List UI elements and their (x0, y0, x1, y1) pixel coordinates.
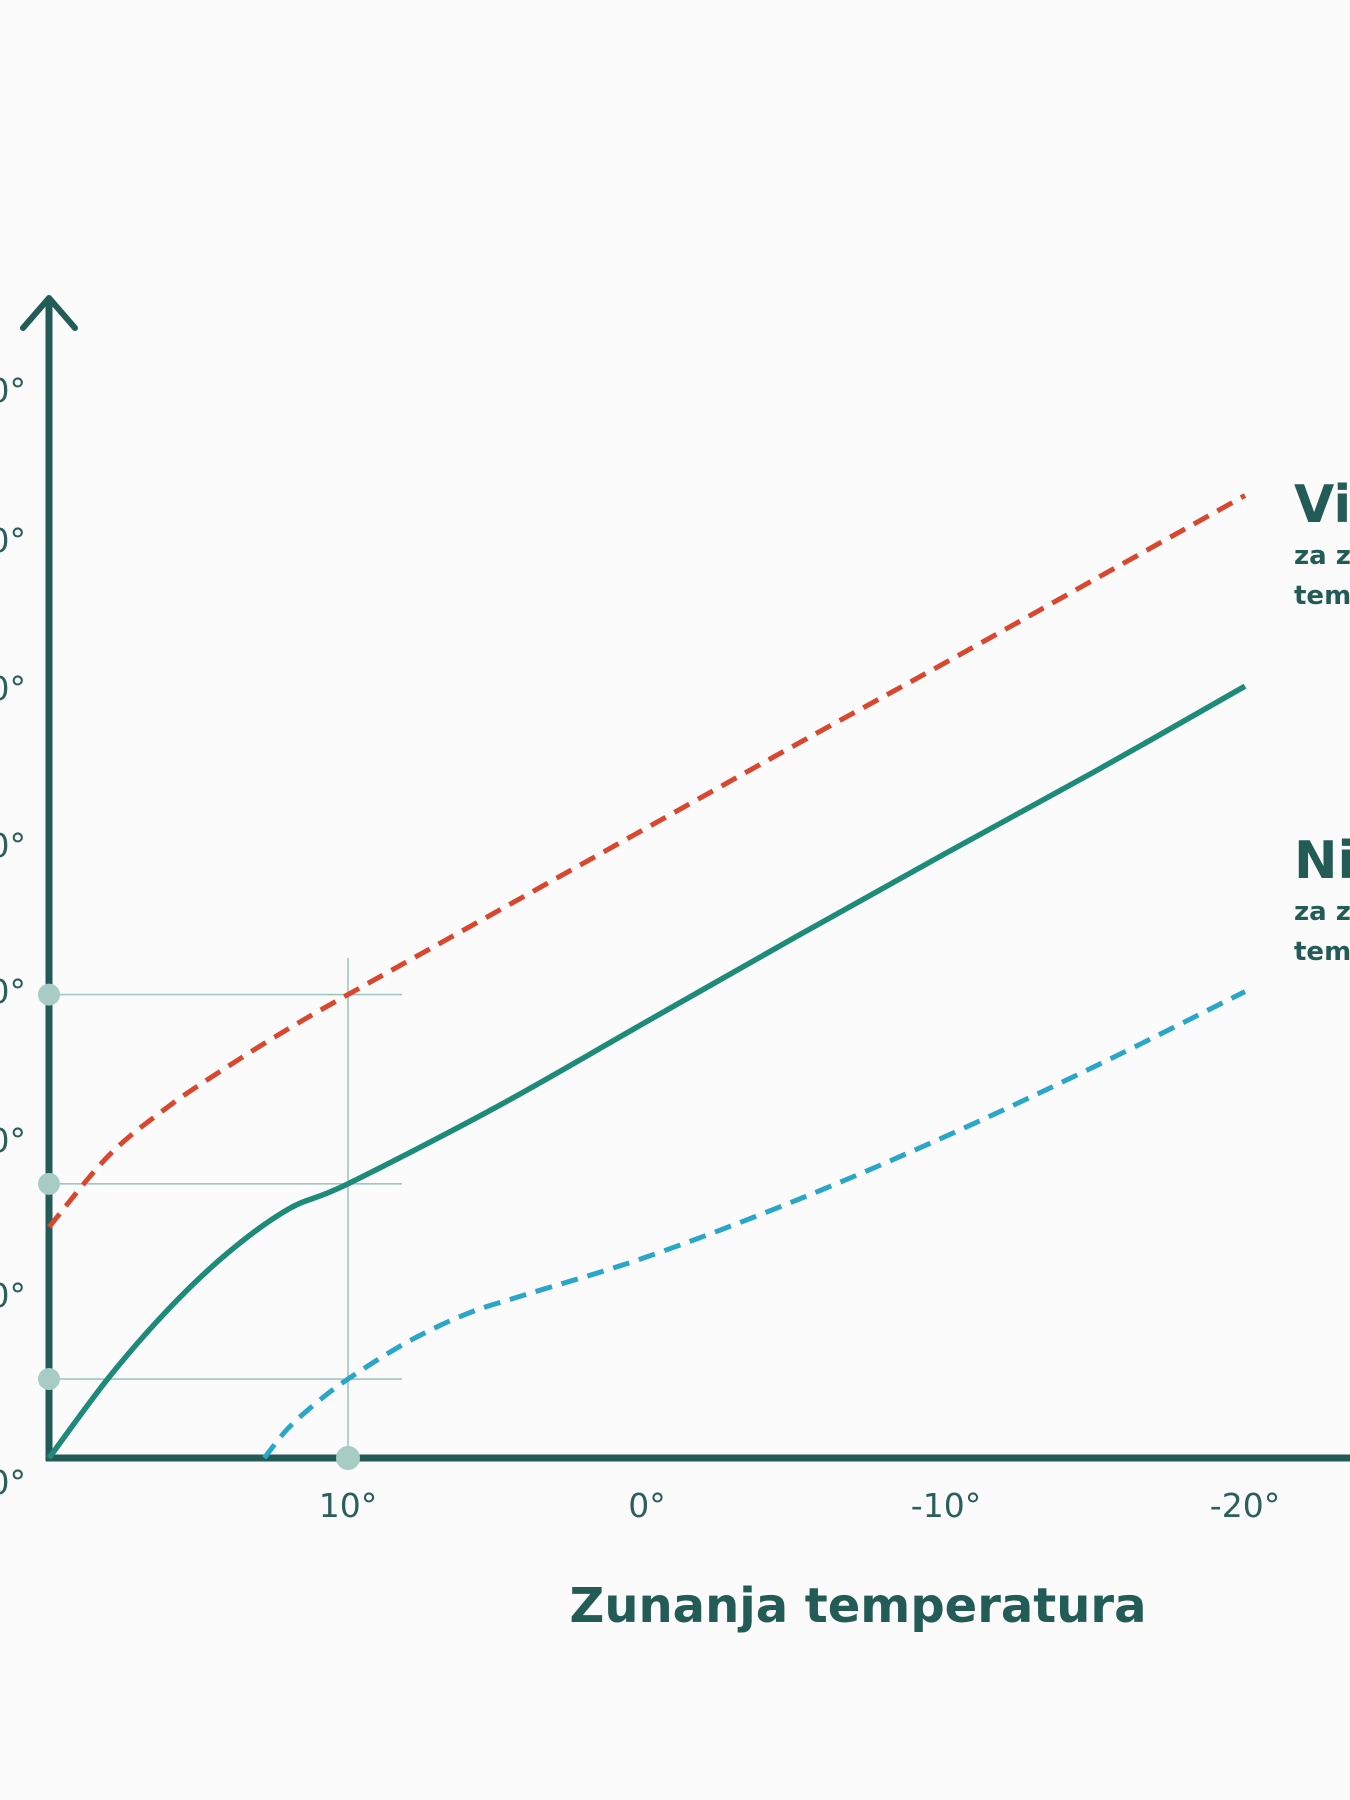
y-tick-label: 0° (0, 1463, 26, 1502)
series-line-2 (46, 683, 1247, 1460)
y-tick-label: 0° (0, 1121, 26, 1160)
y-marker-2 (38, 1172, 60, 1195)
legend-subtitle: tem (1294, 937, 1350, 967)
x-tick-label: -10° (911, 1486, 981, 1525)
legend-title: Ni (1294, 831, 1350, 891)
x-tick-label: 10° (319, 1486, 378, 1525)
series-line-1 (47, 493, 1247, 1229)
x-axis-label: Zunanja temperatura (570, 1578, 1147, 1634)
legend-subtitle: za z (1294, 541, 1350, 571)
y-axis-arrow-icon (20, 295, 78, 331)
guide-markers (38, 983, 360, 1470)
y-tick-label: 0° (0, 972, 26, 1011)
y-tick-label: 0° (0, 1276, 26, 1315)
series-line-3 (262, 989, 1247, 1460)
legend-subtitle: za z (1294, 897, 1350, 927)
y-tick-label: 0° (0, 371, 26, 410)
y-tick-label: 0° (0, 521, 26, 560)
x-marker (336, 1446, 360, 1470)
legend: Vis za z tem Ni za z tem (1294, 475, 1350, 967)
x-tick-label: 0° (628, 1486, 666, 1525)
y-tick-labels: 0° 0° 0° 0° 0° 0° 0° 0° (0, 371, 26, 1502)
axes (20, 295, 1350, 1462)
x-tick-label: -20° (1210, 1486, 1280, 1525)
y-marker-3 (38, 1368, 60, 1391)
y-tick-label: 0° (0, 669, 26, 708)
legend-subtitle: tem (1294, 581, 1350, 611)
x-tick-labels: 10° 0° -10° -20° (319, 1486, 1280, 1525)
legend-title: Vis (1294, 475, 1350, 535)
y-tick-label: 0° (0, 826, 26, 865)
y-marker-1 (38, 983, 60, 1006)
series-layer (46, 493, 1247, 1460)
